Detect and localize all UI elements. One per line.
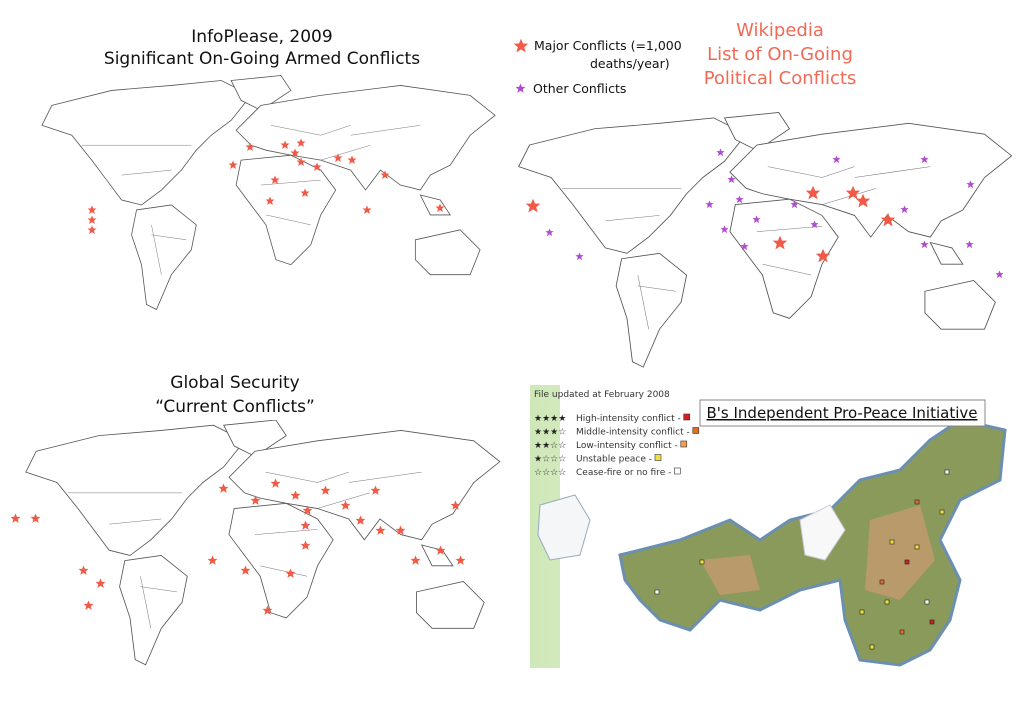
panel-title: Wikipedia	[736, 20, 824, 41]
legend-swatch	[683, 413, 691, 421]
panel-title: Global Security	[170, 373, 299, 393]
panel-title: Significant On-Going Armed Conflicts	[104, 49, 420, 69]
legend-swatch	[654, 454, 662, 461]
legend-swatch	[674, 467, 681, 475]
legend-label: Unstable peace -	[576, 455, 652, 465]
legend-label: Middle-intensity conflict -	[576, 428, 690, 438]
legend-symbol	[513, 38, 529, 53]
panel-title: List of On-Going	[707, 44, 853, 65]
legend-label: High-intensity conflict -	[576, 414, 681, 424]
legend: ★★★★ High-intensity conflict - ★★★☆ Middle-…	[534, 413, 700, 478]
legend-label: Major Conflicts (=1,000	[534, 38, 682, 53]
legend-stars: ★★★☆	[534, 428, 566, 438]
antarctica	[537, 494, 591, 561]
legend-label: Other Conflicts	[533, 81, 626, 96]
legend-swatch	[680, 440, 688, 448]
legend-symbol	[515, 83, 526, 93]
legend-label: Low-intensity conflict -	[576, 441, 678, 451]
title-box	[699, 399, 986, 427]
arctic	[799, 504, 846, 561]
world-map	[25, 420, 501, 666]
legend-stars: ★★☆☆	[534, 441, 566, 451]
panel-title: InfoPlease, 2009	[191, 27, 332, 47]
file-note: File updated at February 2008	[534, 390, 670, 400]
legend-stars: ★☆☆☆	[534, 455, 566, 465]
panel-title: “Current Conflicts”	[155, 397, 315, 417]
legend-label: deaths/year)	[590, 56, 670, 71]
panel-title: Political Conflicts	[704, 68, 857, 89]
panel-title: B's Independent Pro-Peace Initiative	[707, 404, 978, 422]
legend-label: Cease-fire or no fire -	[576, 468, 671, 478]
legend-swatch	[692, 427, 700, 434]
world-map	[41, 75, 496, 310]
legend-stars: ☆☆☆☆	[534, 468, 566, 478]
world-map	[518, 112, 1013, 368]
legend-stars: ★★★★	[534, 414, 566, 424]
land-mass	[700, 505, 935, 600]
conflict-squares	[654, 469, 950, 650]
